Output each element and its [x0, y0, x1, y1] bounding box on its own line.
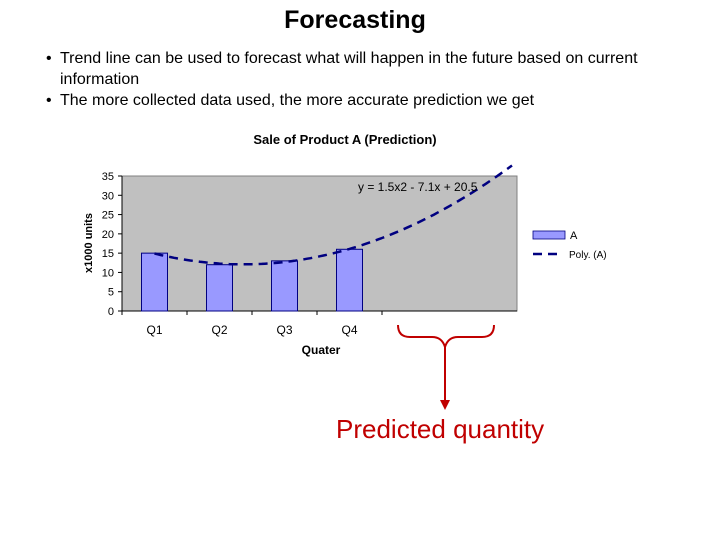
- y-tick-label: 10: [102, 267, 114, 279]
- x-tick-label: Q3: [276, 323, 292, 337]
- bullet-item: Trend line can be used to forecast what …: [46, 48, 686, 90]
- y-tick-label: 35: [102, 171, 114, 183]
- y-tick-label: 15: [102, 248, 114, 260]
- x-tick-label: Q4: [341, 323, 357, 337]
- y-tick-label: 25: [102, 210, 114, 222]
- slide-title: Forecasting: [284, 6, 426, 34]
- legend-label-a: A: [570, 230, 578, 242]
- x-tick-label: Q2: [211, 323, 227, 337]
- bar-q2: [206, 264, 233, 312]
- bullet-item: The more collected data used, the more a…: [46, 90, 686, 111]
- bullet-list: Trend line can be used to forecast what …: [46, 48, 686, 111]
- legend-label-poly: Poly. (A): [569, 250, 607, 261]
- legend: A Poly. (A): [532, 230, 607, 261]
- y-tick-label: 20: [102, 229, 114, 241]
- trendline: [154, 164, 513, 266]
- y-tick-label: 5: [108, 287, 114, 299]
- forecast-brace: [397, 324, 495, 351]
- x-axis-label: Quater: [302, 343, 341, 357]
- y-tick-label: 30: [102, 190, 114, 202]
- plot-area: [121, 175, 518, 312]
- y-axis-label: x1000 units: [83, 213, 95, 273]
- callout-arrow-head: [440, 400, 450, 410]
- bar-q4: [336, 248, 363, 312]
- bar-q1: [141, 252, 168, 312]
- trend-equation: y = 1.5x2 - 7.1x + 20.5: [358, 180, 478, 194]
- y-tick-label: 0: [108, 306, 114, 318]
- x-tick-label: Q1: [146, 323, 162, 337]
- predicted-quantity-label: Predicted quantity: [336, 414, 545, 444]
- bar-q3: [271, 260, 298, 312]
- legend-swatch-a: [532, 230, 566, 240]
- chart-title: Sale of Product A (Prediction): [253, 132, 436, 147]
